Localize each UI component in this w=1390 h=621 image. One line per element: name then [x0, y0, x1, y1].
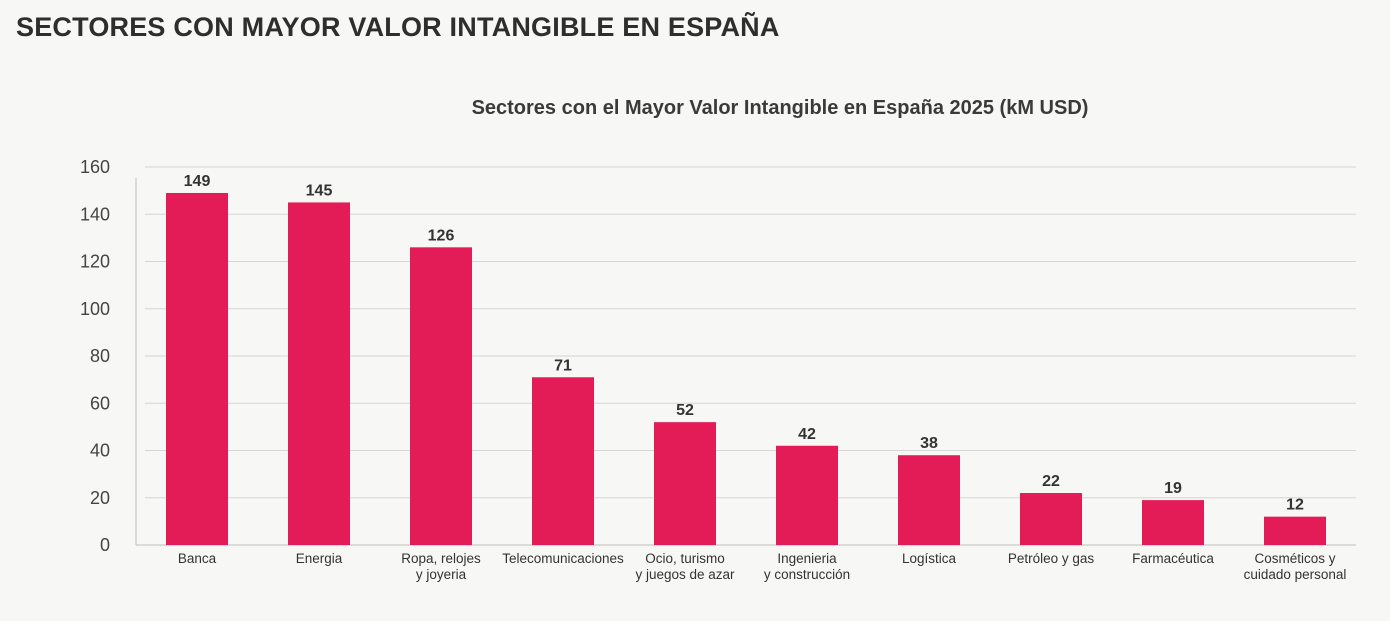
x-tick-label-line: Banca: [178, 551, 217, 566]
x-tick-label: Energia: [296, 551, 343, 566]
x-tick-label-line: y construcción: [764, 567, 850, 582]
bar: [532, 377, 594, 545]
data-label: 71: [554, 357, 572, 374]
x-tick-label-line: Logística: [902, 551, 957, 566]
x-tick-label-line: Cosméticos y: [1254, 551, 1335, 566]
x-tick-label: Ocio, turismo y juegos de azar: [635, 551, 735, 582]
data-label: 126: [428, 227, 455, 244]
x-tick-label-line: cuidado personal: [1244, 567, 1347, 582]
data-label: 52: [676, 402, 694, 419]
x-tick-label-line: Telecomunicaciones: [502, 551, 624, 566]
x-tick-label-line: Ropa, relojes: [401, 551, 481, 566]
bar: [288, 202, 350, 545]
x-tick-label: Banca: [178, 551, 217, 566]
y-tick-label: 120: [80, 252, 110, 272]
x-tick-label-line: Energia: [296, 551, 343, 566]
x-tick-label-line: Ingenieria: [777, 551, 837, 566]
x-axis: Banca Energia Ropa, relojes y joyeria Teleco…: [178, 551, 1347, 582]
x-tick-label-line: Ocio, turismo: [645, 551, 725, 566]
x-tick-label: Ropa, relojes y joyeria: [401, 551, 481, 582]
data-label: 38: [920, 435, 938, 452]
x-tick-label: Telecomunicaciones: [502, 551, 624, 566]
data-label: 145: [306, 182, 333, 199]
y-tick-label: 20: [90, 488, 110, 508]
bars: [166, 192, 1326, 546]
data-label: 22: [1042, 473, 1060, 490]
bar: [1142, 500, 1204, 545]
x-tick-label-line: Petróleo y gas: [1008, 551, 1095, 566]
x-tick-label: Ingenieria y construcción: [764, 551, 850, 582]
data-labels: 149 145 126 71 52 42 38 22 19 12: [184, 173, 1304, 514]
chart-title: Sectores con el Mayor Valor Intangible e…: [472, 97, 1089, 119]
x-tick-label-line: Farmacéutica: [1132, 551, 1214, 566]
x-tick-label-line: y joyeria: [416, 567, 467, 582]
data-label: 149: [184, 173, 211, 190]
bar: [1020, 493, 1082, 545]
y-axis: 0 20 40 60 80 100 120 140 160: [80, 157, 110, 555]
page-title: SECTORES CON MAYOR VALOR INTANGIBLE EN E…: [16, 12, 780, 42]
y-tick-label: 160: [80, 157, 110, 177]
y-tick-label: 140: [80, 204, 110, 224]
y-tick-label: 80: [90, 346, 110, 366]
x-tick-label: Cosméticos y cuidado personal: [1244, 551, 1347, 582]
bar: [1264, 516, 1326, 545]
data-label: 19: [1164, 480, 1182, 497]
bar: [654, 422, 716, 545]
y-tick-label: 60: [90, 393, 110, 413]
bar: [898, 455, 960, 545]
y-tick-label: 100: [80, 299, 110, 319]
x-tick-label: Farmacéutica: [1132, 551, 1214, 566]
data-label: 42: [798, 426, 816, 443]
bar: [410, 247, 472, 545]
x-tick-label: Petróleo y gas: [1008, 551, 1095, 566]
y-tick-label: 0: [100, 535, 110, 555]
bar: [166, 192, 228, 546]
x-tick-label: Logística: [902, 551, 957, 566]
data-label: 12: [1286, 497, 1304, 514]
bar: [776, 445, 838, 545]
y-tick-label: 40: [90, 441, 110, 461]
x-tick-label-line: y juegos de azar: [635, 567, 735, 582]
